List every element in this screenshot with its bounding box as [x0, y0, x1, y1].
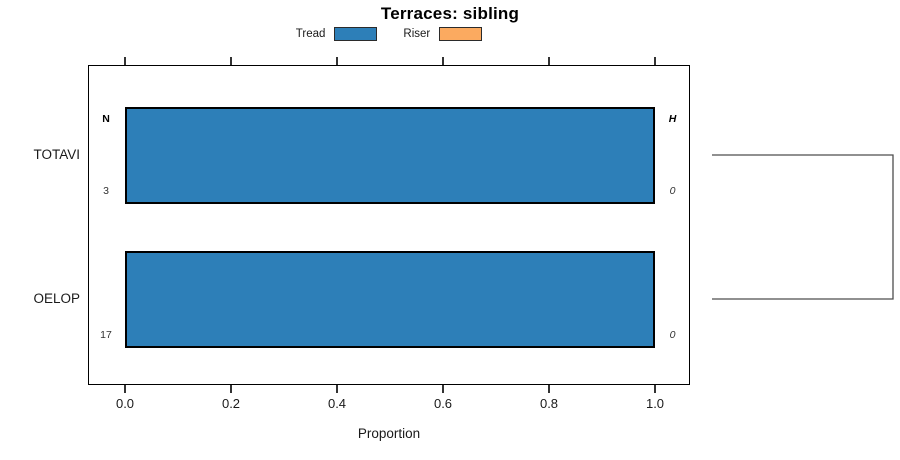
bar-annotation-left-bottom: 17	[100, 328, 112, 341]
riser-color-swatch	[439, 27, 483, 41]
x-tick-label: 0.2	[221, 396, 241, 411]
x-tick-label: 1.0	[645, 396, 665, 411]
bar-annotation-right-top: H	[668, 112, 677, 125]
legend: Tread Riser	[88, 25, 690, 43]
x-tick-bottom	[548, 385, 550, 393]
x-tick-top	[124, 57, 126, 65]
x-axis-title: Proportion	[357, 426, 421, 441]
x-tick-label: 0.4	[327, 396, 347, 411]
y-category-label: TOTAVI	[33, 147, 80, 162]
x-tick-label: 0.6	[433, 396, 453, 411]
bar-annotation-right-bottom: 0	[669, 328, 676, 341]
x-tick-bottom	[442, 385, 444, 393]
legend-label-riser: Riser	[403, 28, 431, 40]
x-tick-bottom	[654, 385, 656, 393]
legend-item-tread: Tread	[296, 27, 378, 41]
tread-color-swatch	[334, 27, 378, 41]
x-tick-top	[336, 57, 338, 65]
legend-label-tread: Tread	[295, 28, 326, 40]
x-tick-bottom	[230, 385, 232, 393]
y-category-label: OELOP	[33, 291, 80, 306]
x-tick-label: 0.8	[539, 396, 559, 411]
bar-annotation-right-bottom: 0	[669, 184, 676, 197]
x-tick-bottom	[336, 385, 338, 393]
x-tick-top	[442, 57, 444, 65]
bar-annotation-left-top: N	[102, 112, 110, 125]
x-tick-top	[654, 57, 656, 65]
bar-segment-tread	[125, 250, 655, 348]
x-tick-bottom	[124, 385, 126, 393]
bar-annotation-left-bottom: 3	[103, 184, 109, 197]
x-tick-top	[548, 57, 550, 65]
bar-segment-tread	[125, 106, 655, 204]
x-tick-top	[230, 57, 232, 65]
legend-item-riser: Riser	[403, 27, 483, 41]
chart-title: Terraces: sibling	[380, 4, 520, 23]
x-tick-label: 0.0	[115, 396, 135, 411]
